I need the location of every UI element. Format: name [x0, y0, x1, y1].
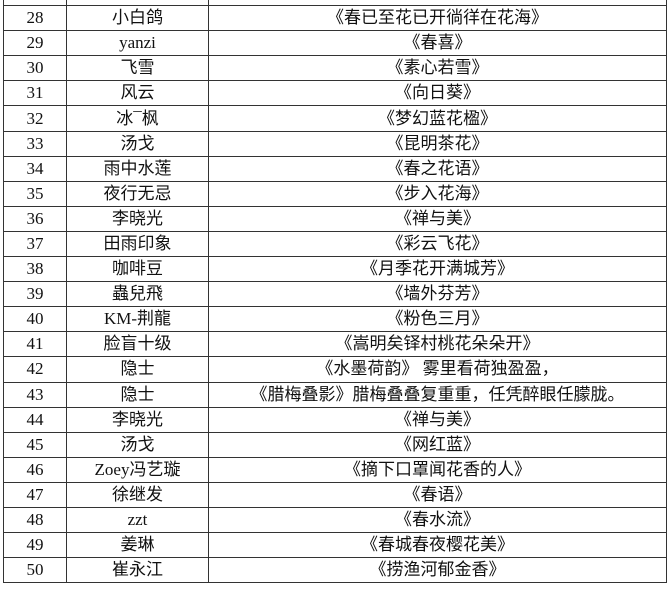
- row-number: 31: [3, 80, 67, 107]
- row-number: 40: [3, 306, 67, 333]
- table-row: 45 汤戈 《网红蓝》: [3, 431, 667, 458]
- table-row: 31 风云 《向日葵》: [3, 80, 667, 107]
- author-name: 崔永江: [66, 557, 209, 584]
- author-name: 蟲兒飛: [66, 281, 209, 308]
- work-title: 《春城春夜樱花美》: [208, 532, 667, 559]
- table-row: 40 KM-荆龍 《粉色三月》: [3, 306, 667, 333]
- table-row: 43 隐士 《腊梅叠影》腊梅叠叠复重重，任凭醉眼任朦胧。: [3, 381, 667, 408]
- author-name: 飞雪: [66, 55, 209, 82]
- row-number: 47: [3, 481, 67, 508]
- row-number: 41: [3, 331, 67, 358]
- table-row: 44 李晓光 《禅与美》: [3, 406, 667, 433]
- table-row: 41 脸盲十级 《嵩明矣铎村桃花朵朵开》: [3, 331, 667, 358]
- author-name: 小白鸽: [66, 5, 209, 32]
- row-number: 35: [3, 180, 67, 207]
- row-number: 30: [3, 55, 67, 82]
- work-title: 《彩云飞花》: [208, 230, 667, 258]
- table-row: 50 崔永江 《捞渔河郁金香》: [3, 557, 667, 584]
- author-name: 姜琳: [66, 532, 209, 559]
- row-number: 42: [3, 356, 67, 383]
- row-number: 38: [3, 256, 67, 283]
- work-title: 《水墨荷韵》 雾里看荷独盈盈，: [208, 356, 667, 383]
- work-title: 《昆明茶花》: [208, 130, 667, 157]
- work-title: 《腊梅叠影》腊梅叠叠复重重，任凭醉眼任朦胧。: [208, 381, 667, 408]
- work-title: 《网红蓝》: [208, 431, 667, 458]
- row-number: 44: [3, 406, 67, 433]
- work-title: 《春喜》: [208, 30, 667, 57]
- author-name: 隐士: [66, 381, 209, 408]
- row-number: 29: [3, 30, 67, 57]
- table-row: 49 姜琳 《春城春夜樱花美》: [3, 532, 667, 559]
- author-name: 田雨印象: [66, 230, 209, 258]
- work-title: 《摘下口罩闻花香的人》: [208, 456, 667, 483]
- row-number: 49: [3, 532, 67, 559]
- table-row: 46 Zoey冯艺璇 《摘下口罩闻花香的人》: [3, 456, 667, 483]
- row-number: 34: [3, 155, 67, 182]
- author-name: KM-荆龍: [66, 306, 209, 333]
- work-title: 《捞渔河郁金香》: [208, 557, 667, 584]
- table-row: 32 冰¯枫 《梦幻蓝花楹》: [3, 105, 667, 132]
- author-name: 李晓光: [66, 205, 209, 232]
- work-title: 《春水流》: [208, 506, 667, 534]
- table-row: 47 徐继发 《春语》: [3, 481, 667, 508]
- work-title: 《步入花海》: [208, 180, 667, 207]
- row-number: 39: [3, 281, 67, 308]
- table-row: 33 汤戈 《昆明茶花》: [3, 130, 667, 157]
- row-number: 43: [3, 381, 67, 408]
- author-name: 李晓光: [66, 406, 209, 433]
- author-name: 咖啡豆: [66, 256, 209, 283]
- row-number: 45: [3, 431, 67, 458]
- table-row: 30 飞雪 《素心若雪》: [3, 55, 667, 82]
- row-number: 33: [3, 130, 67, 157]
- row-number: 37: [3, 230, 67, 258]
- author-name: 雨中水莲: [66, 155, 209, 182]
- row-number: 28: [3, 5, 67, 32]
- work-title: 《禅与美》: [208, 406, 667, 433]
- author-name: 风云: [66, 80, 209, 107]
- author-name: 冰¯枫: [66, 105, 209, 132]
- row-number: 36: [3, 205, 67, 232]
- work-title: 《墙外芬芳》: [208, 281, 667, 308]
- table-row: 34 雨中水莲 《春之花语》: [3, 155, 667, 182]
- entries-table: 28 小白鸽 《春已至花已开徜徉在花海》 29 yanzi 《春喜》 30 飞雪 《素心若雪》 3…: [3, 0, 667, 584]
- work-title: 《素心若雪》: [208, 55, 667, 82]
- work-title: 《粉色三月》: [208, 306, 667, 333]
- row-number: 32: [3, 105, 67, 132]
- author-name: 徐继发: [66, 481, 209, 508]
- work-title: 《春之花语》: [208, 155, 667, 182]
- author-name: zzt: [66, 506, 209, 534]
- author-name: 脸盲十级: [66, 331, 209, 358]
- table-row: 36 李晓光 《禅与美》: [3, 205, 667, 232]
- table-row: 37 田雨印象 《彩云飞花》: [3, 230, 667, 258]
- row-number: 50: [3, 557, 67, 584]
- author-name: 夜行无忌: [66, 180, 209, 207]
- work-title: 《春语》: [208, 481, 667, 508]
- row-number: 48: [3, 506, 67, 534]
- table-row: 39 蟲兒飛 《墙外芬芳》: [3, 281, 667, 308]
- table-row: 42 隐士 《水墨荷韵》 雾里看荷独盈盈，: [3, 356, 667, 383]
- work-title: 《向日葵》: [208, 80, 667, 107]
- table-row: 38 咖啡豆 《月季花开满城芳》: [3, 256, 667, 283]
- author-name: 汤戈: [66, 130, 209, 157]
- author-name: Zoey冯艺璇: [66, 456, 209, 483]
- table-row: 48 zzt 《春水流》: [3, 506, 667, 534]
- table-row: 35 夜行无忌 《步入花海》: [3, 180, 667, 207]
- work-title: 《梦幻蓝花楹》: [208, 105, 667, 132]
- work-title: 《嵩明矣铎村桃花朵朵开》: [208, 331, 667, 358]
- table-row: 28 小白鸽 《春已至花已开徜徉在花海》: [3, 5, 667, 32]
- table-row: 29 yanzi 《春喜》: [3, 30, 667, 57]
- author-name: 隐士: [66, 356, 209, 383]
- work-title: 《月季花开满城芳》: [208, 256, 667, 283]
- row-number: 46: [3, 456, 67, 483]
- work-title: 《禅与美》: [208, 205, 667, 232]
- author-name: yanzi: [66, 30, 209, 57]
- work-title: 《春已至花已开徜徉在花海》: [208, 5, 667, 32]
- author-name: 汤戈: [66, 431, 209, 458]
